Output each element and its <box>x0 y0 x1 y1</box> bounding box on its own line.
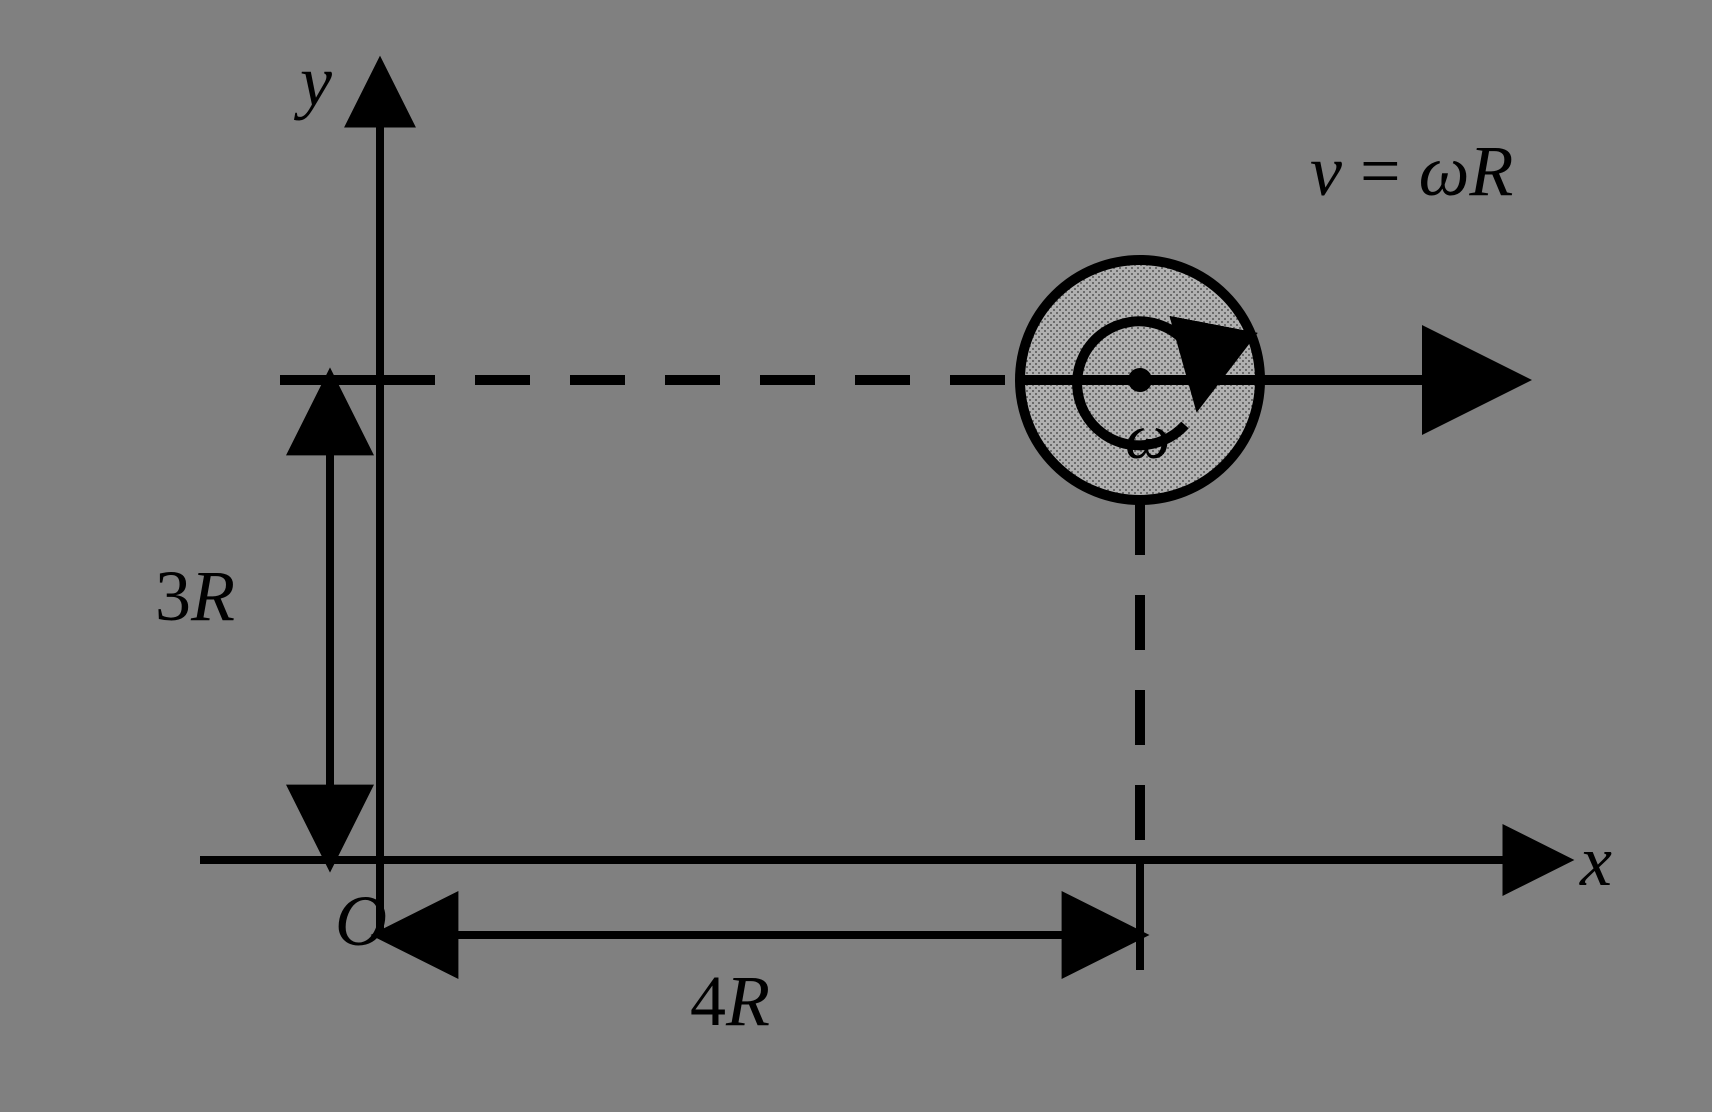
dim-3R-label: 33RR <box>155 555 235 638</box>
y-axis-label: y <box>300 40 332 123</box>
velocity-label: v = ωR v = ωR <box>1310 130 1513 213</box>
diagram-stage: y x O 33RR 44RR v = ωR v = ωR ω <box>0 0 1712 1112</box>
omega-label: ω <box>1125 400 1170 474</box>
x-axis-label: x <box>1580 820 1612 903</box>
dim-4R-label: 44RR <box>690 960 770 1043</box>
origin-label: O <box>335 880 387 963</box>
